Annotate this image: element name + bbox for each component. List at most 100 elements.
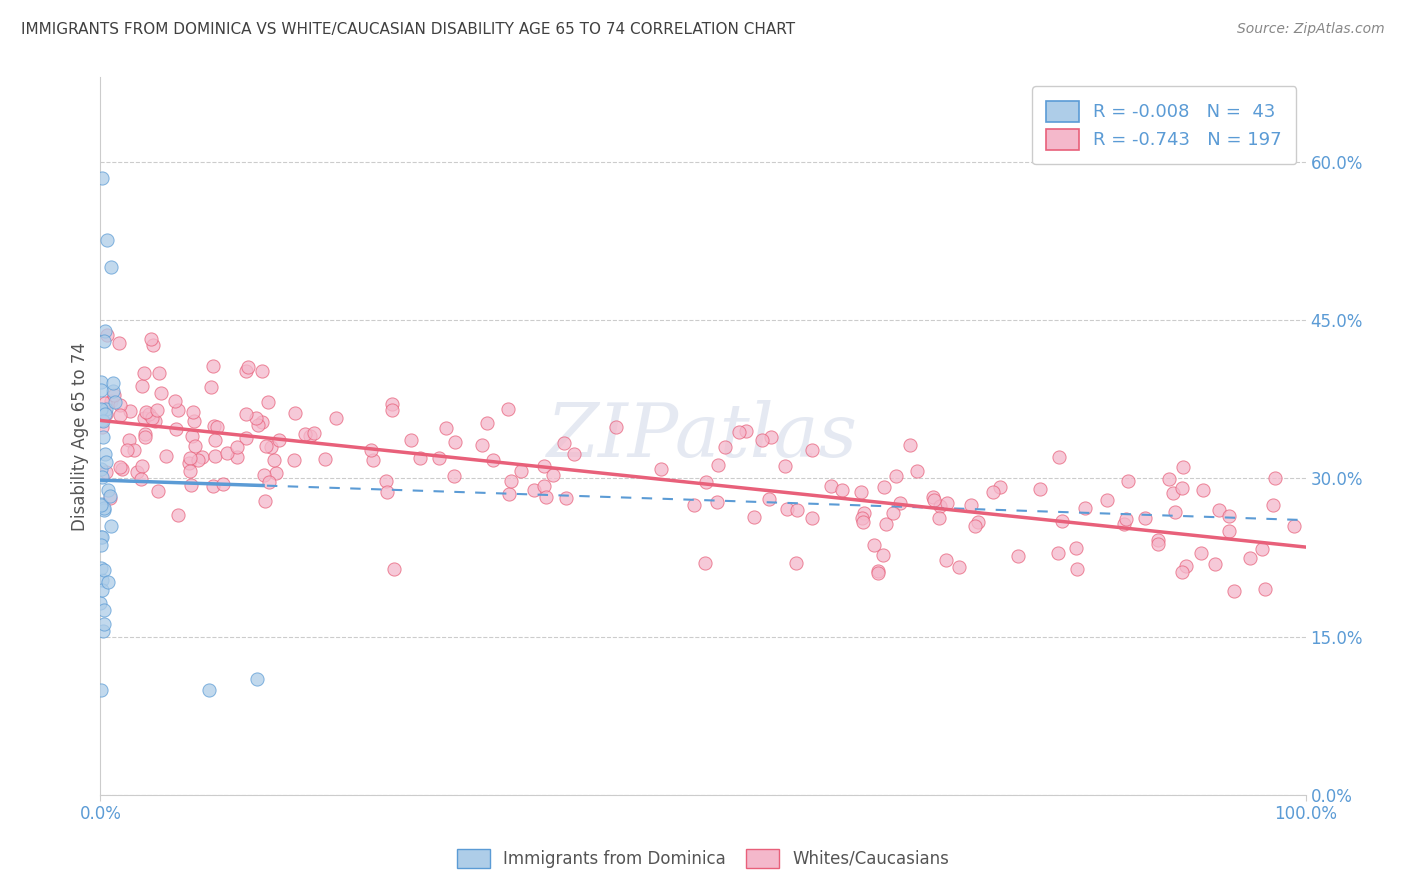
Point [103, 388, 125, 402]
Point [299, 429, 322, 443]
Point [155, 449, 177, 463]
Point [91, 624, 114, 638]
Point [384, 562, 406, 576]
Point [131, 458, 153, 473]
Point [250, 364, 273, 378]
Point [375, 485, 398, 500]
Point [751, 433, 773, 447]
Point [562, 447, 585, 461]
Point [1173, 460, 1195, 475]
Point [118, 433, 141, 447]
Point [1052, 514, 1074, 528]
Point [706, 495, 728, 509]
Point [434, 421, 457, 435]
Point [523, 483, 546, 498]
Point [257, 395, 280, 409]
Point [884, 469, 907, 483]
Point [967, 515, 990, 529]
Point [375, 474, 398, 488]
Point [254, 439, 277, 453]
Point [872, 480, 894, 494]
Point [91, 430, 114, 444]
Point [922, 492, 945, 507]
Point [226, 440, 249, 454]
Point [801, 511, 824, 525]
Point [1095, 492, 1118, 507]
Point [866, 564, 889, 578]
Point [541, 467, 564, 482]
Point [204, 449, 226, 463]
Point [90, 375, 112, 389]
Point [872, 549, 894, 563]
Point [177, 456, 200, 470]
Point [138, 408, 160, 422]
Point [1159, 472, 1181, 486]
Point [1007, 549, 1029, 564]
Point [1189, 546, 1212, 560]
Point [111, 461, 134, 475]
Point [1047, 546, 1070, 560]
Point [831, 483, 853, 497]
Point [163, 394, 186, 409]
Point [1239, 550, 1261, 565]
Point [852, 506, 875, 520]
Point [381, 403, 404, 417]
Point [98, 491, 121, 506]
Point [211, 476, 233, 491]
Point [260, 440, 283, 454]
Point [294, 427, 316, 442]
Point [536, 490, 558, 504]
Point [1254, 582, 1277, 596]
Point [1192, 483, 1215, 497]
Point [150, 386, 173, 401]
Point [555, 491, 578, 505]
Point [849, 485, 872, 500]
Point [761, 429, 783, 443]
Point [735, 425, 758, 439]
Point [90, 583, 112, 598]
Point [245, 410, 267, 425]
Point [179, 464, 201, 478]
Point [200, 379, 222, 393]
Point [1250, 542, 1272, 557]
Point [399, 433, 422, 447]
Point [1112, 517, 1135, 532]
Point [481, 453, 503, 467]
Point [97, 575, 120, 590]
Point [475, 416, 498, 430]
Point [510, 464, 533, 478]
Point [257, 475, 280, 490]
Point [1208, 503, 1230, 517]
Point [129, 472, 152, 486]
Point [90, 561, 112, 575]
Point [181, 429, 204, 443]
Point [471, 437, 494, 451]
Point [91, 414, 114, 428]
Point [146, 402, 169, 417]
Point [202, 419, 225, 434]
Point [929, 499, 952, 513]
Point [187, 453, 209, 467]
Point [1282, 519, 1305, 533]
Point [605, 419, 627, 434]
Point [131, 379, 153, 393]
Point [96, 455, 118, 469]
Point [96, 328, 118, 343]
Point [93, 617, 115, 632]
Point [936, 496, 959, 510]
Point [104, 394, 127, 409]
Point [267, 433, 290, 447]
Point [744, 509, 766, 524]
Point [246, 418, 269, 433]
Point [889, 495, 911, 509]
Point [776, 501, 799, 516]
Point [1164, 504, 1187, 518]
Point [758, 491, 780, 506]
Point [97, 483, 120, 497]
Point [166, 508, 188, 523]
Point [714, 440, 737, 454]
Point [235, 431, 257, 445]
Point [115, 442, 138, 457]
Point [253, 494, 276, 508]
Point [988, 480, 1011, 494]
